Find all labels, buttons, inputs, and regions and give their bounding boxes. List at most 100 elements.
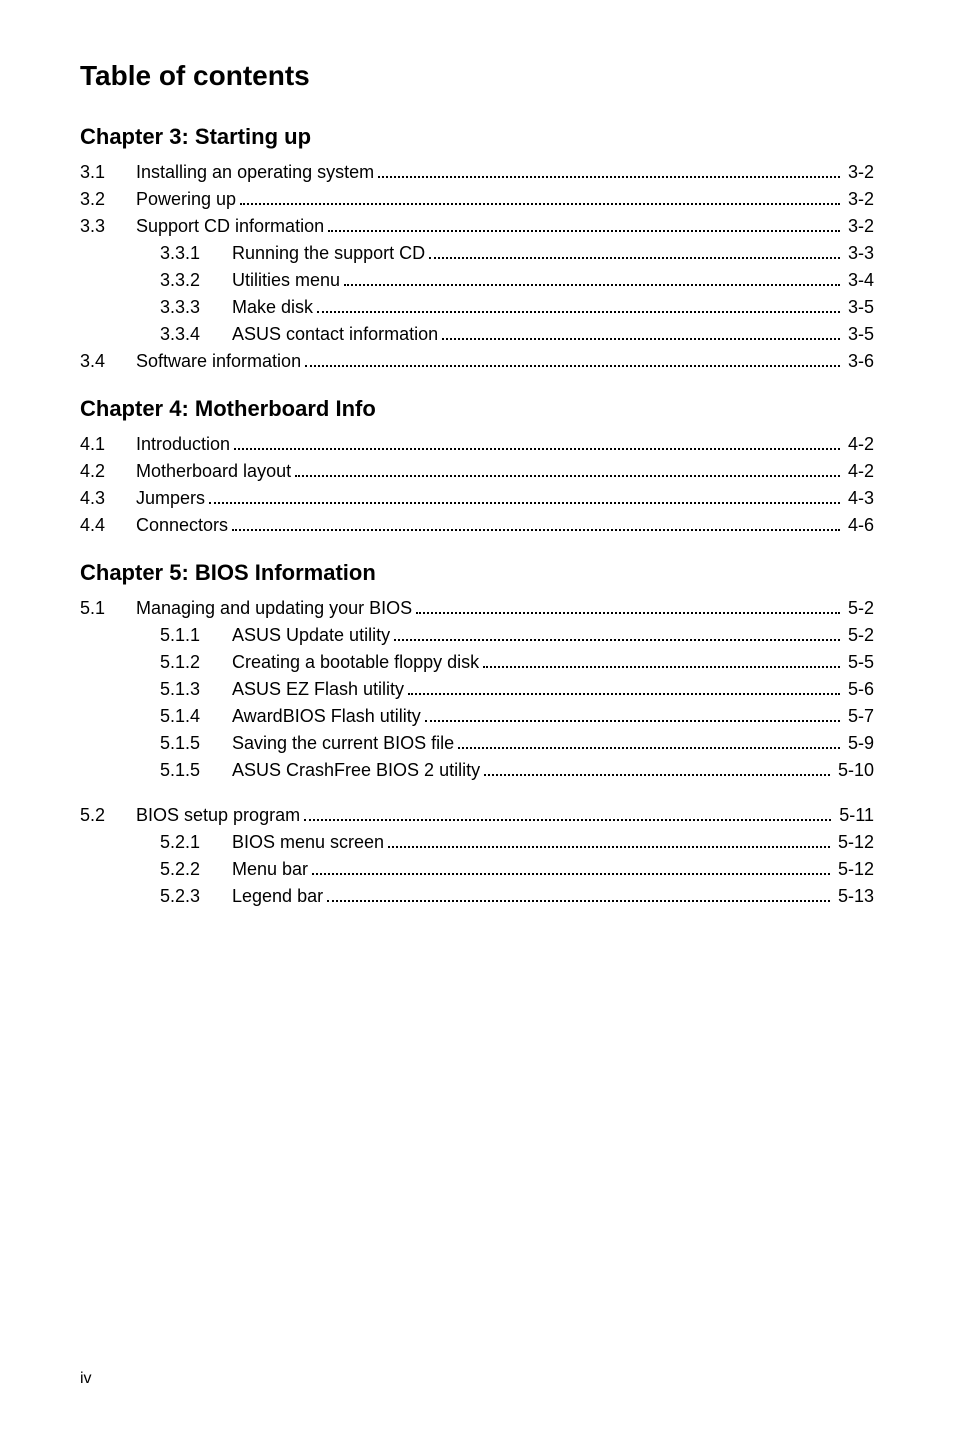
toc-page: 4-6: [844, 515, 874, 536]
toc-entry: 3.3Support CD information 3-2: [80, 216, 874, 237]
toc-label: Software information: [136, 351, 301, 372]
toc-dots: [458, 747, 840, 749]
toc-number: 5.2.3: [160, 886, 232, 907]
toc-number: 3.1: [80, 162, 136, 183]
toc-number: 4.3: [80, 488, 136, 509]
toc-number: 5.2: [80, 805, 136, 826]
toc-label: Make disk: [232, 297, 313, 318]
toc-number: 5.1.5: [160, 760, 232, 781]
toc-dots: [429, 257, 840, 259]
toc-label: ASUS Update utility: [232, 625, 390, 646]
toc-number: 5.1.3: [160, 679, 232, 700]
toc-dots: [209, 502, 840, 504]
toc-page: 3-5: [844, 324, 874, 345]
toc-dots: [232, 529, 840, 531]
toc-label: BIOS menu screen: [232, 832, 384, 853]
toc-label: Utilities menu: [232, 270, 340, 291]
toc-number: 3.3.1: [160, 243, 232, 264]
toc-page: 4-3: [844, 488, 874, 509]
toc-label: Introduction: [136, 434, 230, 455]
page-title: Table of contents: [80, 60, 874, 92]
toc-entry: 5.2.1BIOS menu screen5-12: [80, 832, 874, 853]
toc-label: Legend bar: [232, 886, 323, 907]
toc-number: 5.1.1: [160, 625, 232, 646]
toc-entry: 5.1Managing and updating your BIOS5-2: [80, 598, 874, 619]
toc-dots: [388, 846, 830, 848]
toc-entry: 5.1.5Saving the current BIOS file5-9: [80, 733, 874, 754]
toc-number: 5.1.4: [160, 706, 232, 727]
toc-entry: 4.2Motherboard layout 4-2: [80, 461, 874, 482]
toc-label: Connectors: [136, 515, 228, 536]
toc-entry: 3.3.4ASUS contact information 3-5: [80, 324, 874, 345]
chapter-heading: Chapter 3: Starting up: [80, 124, 874, 150]
toc-page: 5-5: [844, 652, 874, 673]
toc-label: Menu bar: [232, 859, 308, 880]
toc-page: 3-2: [844, 216, 874, 237]
toc-number: 3.3: [80, 216, 136, 237]
toc-entry: 5.1.4AwardBIOS Flash utility 5-7: [80, 706, 874, 727]
toc-number: 4.2: [80, 461, 136, 482]
toc-dots: [483, 666, 840, 668]
toc-number: 5.2.1: [160, 832, 232, 853]
toc-label: Creating a bootable floppy disk: [232, 652, 479, 673]
toc-page: 3-3: [844, 243, 874, 264]
toc-entry: 3.2Powering up3-2: [80, 189, 874, 210]
toc-page: 4-2: [844, 461, 874, 482]
toc-number: 4.1: [80, 434, 136, 455]
toc-entry: 5.2BIOS setup program 5-11: [80, 805, 874, 826]
page-number: iv: [80, 1370, 92, 1388]
toc-label: Powering up: [136, 189, 236, 210]
toc-dots: [408, 693, 840, 695]
toc-entry: 4.1Introduction 4-2: [80, 434, 874, 455]
toc-dots: [312, 873, 830, 875]
toc-entry: 3.1Installing an operating system3-2: [80, 162, 874, 183]
section-gap: [80, 787, 874, 805]
toc-page: 5-11: [835, 805, 874, 826]
toc-entry: 5.1.5ASUS CrashFree BIOS 2 utility 5-10: [80, 760, 874, 781]
toc-entry: 3.3.2Utilities menu 3-4: [80, 270, 874, 291]
toc-page: 3-4: [844, 270, 874, 291]
toc-label: Saving the current BIOS file: [232, 733, 454, 754]
toc-dots: [344, 284, 840, 286]
chapter-heading: Chapter 4: Motherboard Info: [80, 396, 874, 422]
toc-label: ASUS EZ Flash utility: [232, 679, 404, 700]
toc-entry: 5.2.2Menu bar5-12: [80, 859, 874, 880]
toc-number: 3.3.3: [160, 297, 232, 318]
toc-label: Support CD information: [136, 216, 324, 237]
toc-number: 3.3.4: [160, 324, 232, 345]
toc-label: Installing an operating system: [136, 162, 374, 183]
toc-dots: [295, 475, 840, 477]
toc-number: 3.3.2: [160, 270, 232, 291]
toc-label: Motherboard layout: [136, 461, 291, 482]
toc-number: 4.4: [80, 515, 136, 536]
toc-entry: 3.3.1Running the support CD 3-3: [80, 243, 874, 264]
toc-page: 4-2: [844, 434, 874, 455]
toc-number: 3.4: [80, 351, 136, 372]
toc-page: 5-2: [844, 598, 874, 619]
toc-label: ASUS contact information: [232, 324, 438, 345]
toc-label: AwardBIOS Flash utility: [232, 706, 421, 727]
toc-container: Chapter 3: Starting up 3.1Installing an o…: [80, 124, 874, 907]
chapter-heading: Chapter 5: BIOS Information: [80, 560, 874, 586]
toc-number: 5.1: [80, 598, 136, 619]
toc-label: ASUS CrashFree BIOS 2 utility: [232, 760, 480, 781]
toc-page: 5-10: [834, 760, 874, 781]
toc-label: BIOS setup program: [136, 805, 300, 826]
toc-dots: [394, 639, 840, 641]
toc-number: 3.2: [80, 189, 136, 210]
toc-entry: 5.1.2Creating a bootable floppy disk5-5: [80, 652, 874, 673]
toc-dots: [484, 774, 830, 776]
toc-dots: [327, 900, 830, 902]
toc-dots: [317, 311, 840, 313]
toc-page: 5-2: [844, 625, 874, 646]
toc-page: 5-7: [844, 706, 874, 727]
toc-number: 5.1.5: [160, 733, 232, 754]
toc-dots: [416, 612, 840, 614]
toc-entry: 5.1.3ASUS EZ Flash utility5-6: [80, 679, 874, 700]
toc-dots: [304, 819, 831, 821]
toc-entry: 3.3.3Make disk3-5: [80, 297, 874, 318]
toc-page: 5-13: [834, 886, 874, 907]
toc-label: Running the support CD: [232, 243, 425, 264]
toc-entry: 5.2.3Legend bar 5-13: [80, 886, 874, 907]
toc-entry: 4.4Connectors 4-6: [80, 515, 874, 536]
